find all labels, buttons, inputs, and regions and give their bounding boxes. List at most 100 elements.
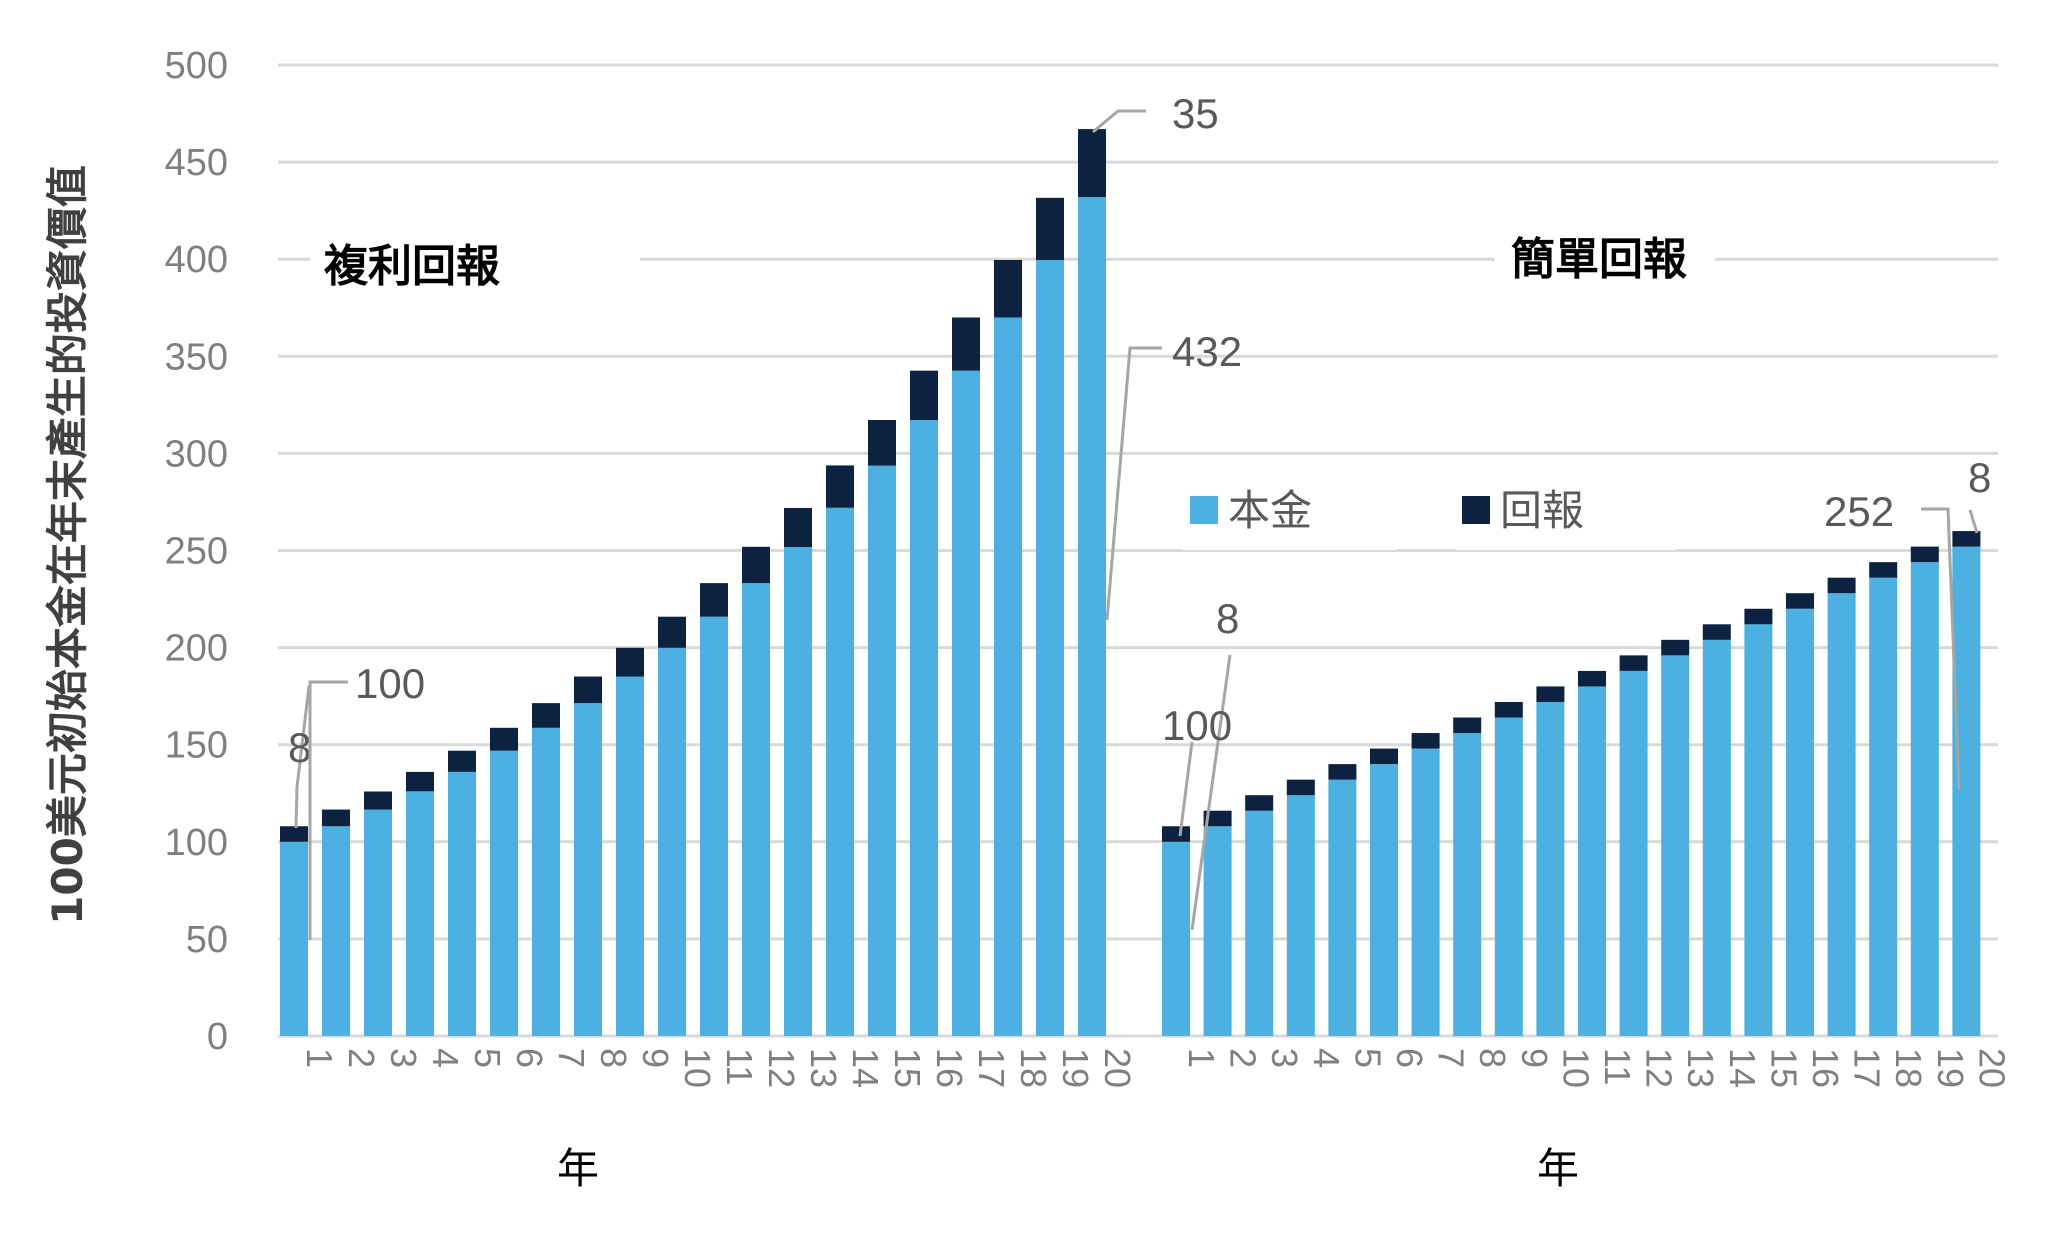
x-tick-label: 6 — [509, 1048, 550, 1068]
panel-title-bg-left — [310, 232, 640, 298]
bar-principal — [1036, 259, 1064, 1036]
bar-return — [1744, 608, 1773, 625]
bar-principal — [700, 616, 728, 1036]
x-tick-label: 7 — [551, 1048, 592, 1068]
bar-principal — [1078, 197, 1106, 1036]
bar-return — [1536, 686, 1565, 702]
x-tick-label: 12 — [761, 1048, 802, 1088]
legend-label-return: 回報 — [1500, 486, 1584, 535]
bar-principal — [1245, 810, 1274, 1036]
x-tick-label: 13 — [803, 1048, 844, 1088]
bar-return — [1910, 546, 1939, 563]
leader-line-left-35 — [1092, 109, 1146, 134]
callout-right-principal-year1: 100 — [1162, 702, 1232, 749]
bar-return — [910, 370, 938, 420]
leader-line-left-432 — [1105, 346, 1162, 621]
callout-right-return-year20: 8 — [1968, 454, 1991, 501]
x-tick-label: 4 — [425, 1048, 466, 1068]
y-tick-label: 150 — [165, 725, 228, 767]
x-tick-label: 4 — [1306, 1048, 1347, 1068]
bar-return — [1494, 701, 1523, 718]
x-tick-label: 1 — [299, 1048, 340, 1068]
y-tick-label: 100 — [165, 822, 228, 864]
panel-title-bg-right — [1495, 226, 1715, 292]
leader-line-right-252 — [1921, 507, 1961, 791]
bar-principal — [490, 750, 518, 1036]
callout-left-return-year20: 35 — [1172, 90, 1219, 137]
y-tick-label: 0 — [207, 1016, 228, 1058]
bar-return — [1078, 129, 1106, 198]
x-tick-label: 12 — [1639, 1048, 1680, 1088]
bar-return — [1245, 795, 1274, 811]
bar-principal — [1827, 593, 1856, 1036]
bar-return — [1619, 655, 1648, 671]
bar-return — [784, 507, 812, 548]
x-tick-label: 3 — [383, 1048, 424, 1068]
bars — [280, 129, 1981, 1037]
panel-title-simple: 簡單回報 — [1511, 234, 1687, 285]
x-tick-label: 17 — [1847, 1048, 1888, 1088]
bar-return — [1036, 197, 1064, 260]
x-axis-ticks: 1 2 3 4 5 6 7 8 9 10 11 12 13 14 15 16 17 18 19 20 1 2 3 4 5 6 7 8 9… — [299, 1048, 2012, 1088]
bar-return — [1162, 826, 1190, 842]
bar-principal — [910, 419, 938, 1037]
y-tick-label: 200 — [165, 628, 228, 670]
bar-principal — [280, 841, 308, 1036]
x-tick-label: 18 — [1013, 1048, 1054, 1088]
bar-return — [1702, 624, 1731, 640]
bar-principal — [1744, 624, 1773, 1036]
bar-return — [490, 727, 518, 751]
bar-principal — [742, 583, 770, 1036]
bar-principal — [1786, 608, 1814, 1036]
y-tick-label: 300 — [165, 433, 228, 475]
callout-right-principal-year20: 252 — [1824, 488, 1894, 535]
bar-return — [616, 647, 644, 677]
y-axis-ticks: 0 50 100 150 200 250 300 350 400 450 500 — [165, 45, 228, 1058]
bar-return — [1328, 764, 1357, 780]
callout-left-return-year1: 8 — [288, 724, 311, 771]
bar-principal — [616, 676, 644, 1036]
x-tick-label: 11 — [1597, 1048, 1638, 1085]
bar-return — [658, 616, 686, 648]
bar-return — [826, 465, 854, 508]
leader-line-left-100 — [308, 680, 348, 940]
bar-return — [1411, 733, 1440, 749]
y-tick-label: 450 — [165, 142, 228, 184]
bar-principal — [1453, 733, 1482, 1036]
x-tick-label: 15 — [1763, 1048, 1804, 1088]
bar-principal — [1619, 670, 1648, 1036]
x-tick-label: 13 — [1680, 1048, 1721, 1088]
y-tick-label: 250 — [165, 531, 228, 573]
x-tick-label: 5 — [467, 1048, 508, 1068]
x-tick-label: 11 — [719, 1048, 760, 1085]
bar-principal — [1328, 779, 1357, 1036]
x-tick-label: 20 — [1971, 1048, 2012, 1088]
bar-principal — [1536, 701, 1565, 1036]
x-tick-label: 16 — [1805, 1048, 1846, 1088]
bar-return — [448, 750, 476, 772]
bar-return — [322, 809, 350, 827]
bar-principal — [574, 703, 602, 1036]
x-tick-label: 10 — [1555, 1048, 1596, 1088]
bar-principal — [994, 317, 1022, 1037]
bar-return — [1827, 577, 1856, 594]
bar-return — [868, 419, 896, 466]
legend-bg-2 — [1456, 490, 1676, 550]
y-tick-label: 350 — [165, 336, 228, 378]
x-tick-label: 15 — [887, 1048, 928, 1088]
bar-return — [1786, 593, 1814, 609]
leader-line-right-8 — [1190, 654, 1232, 931]
x-axis-title-right: 年 — [1537, 1144, 1579, 1193]
y-tick-label: 50 — [186, 919, 228, 961]
bar-principal — [952, 370, 980, 1037]
x-tick-label: 2 — [341, 1048, 382, 1068]
bar-principal — [784, 547, 812, 1036]
x-tick-label: 1 — [1181, 1048, 1222, 1068]
bar-return — [994, 259, 1022, 318]
bar-return — [952, 317, 980, 371]
bar-principal — [448, 771, 476, 1036]
callout-left-principal-year1: 100 — [355, 660, 425, 707]
callout-left-principal-year20: 432 — [1172, 328, 1242, 375]
bar-return — [1661, 639, 1690, 656]
x-tick-label: 10 — [677, 1048, 718, 1088]
